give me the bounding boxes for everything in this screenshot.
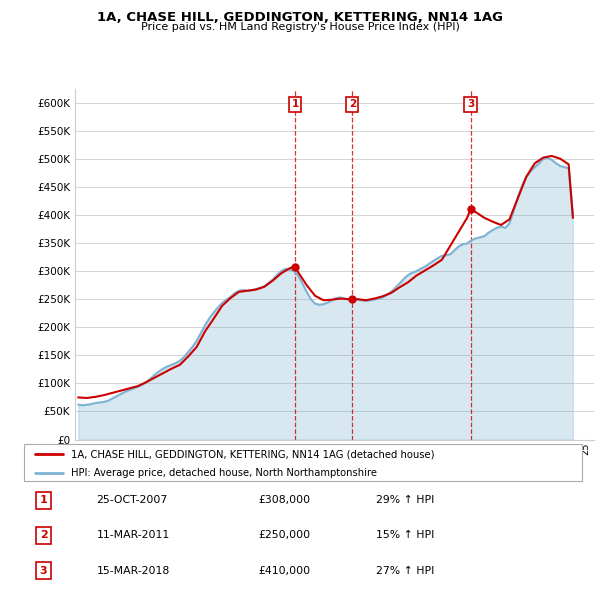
Text: 1A, CHASE HILL, GEDDINGTON, KETTERING, NN14 1AG: 1A, CHASE HILL, GEDDINGTON, KETTERING, N… (97, 11, 503, 24)
Text: 27% ↑ HPI: 27% ↑ HPI (376, 566, 434, 575)
FancyBboxPatch shape (24, 444, 582, 481)
Text: Price paid vs. HM Land Registry's House Price Index (HPI): Price paid vs. HM Land Registry's House … (140, 22, 460, 32)
Text: 1: 1 (40, 496, 47, 505)
Text: 2: 2 (40, 530, 47, 540)
Text: 3: 3 (467, 99, 474, 109)
Text: £308,000: £308,000 (259, 496, 310, 505)
Text: £250,000: £250,000 (259, 530, 310, 540)
Text: 3: 3 (40, 566, 47, 575)
Text: 1: 1 (292, 99, 299, 109)
Text: 15% ↑ HPI: 15% ↑ HPI (376, 530, 434, 540)
Text: 15-MAR-2018: 15-MAR-2018 (97, 566, 170, 575)
Text: 11-MAR-2011: 11-MAR-2011 (97, 530, 170, 540)
Text: HPI: Average price, detached house, North Northamptonshire: HPI: Average price, detached house, Nort… (71, 468, 377, 478)
Text: 25-OCT-2007: 25-OCT-2007 (97, 496, 168, 505)
Text: 1A, CHASE HILL, GEDDINGTON, KETTERING, NN14 1AG (detached house): 1A, CHASE HILL, GEDDINGTON, KETTERING, N… (71, 449, 435, 459)
Text: 2: 2 (349, 99, 356, 109)
Text: £410,000: £410,000 (259, 566, 310, 575)
Text: 29% ↑ HPI: 29% ↑ HPI (376, 496, 434, 505)
